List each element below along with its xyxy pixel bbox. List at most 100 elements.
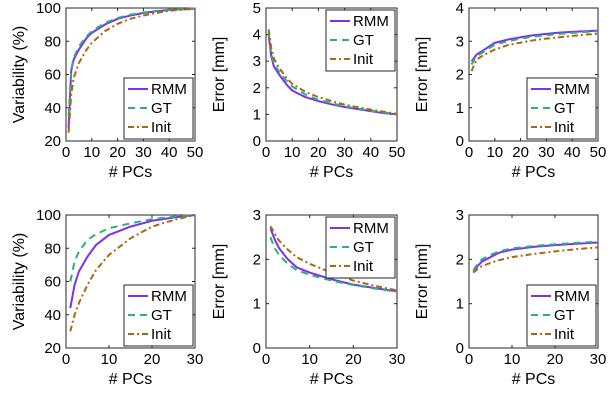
y-tick-label: 60 xyxy=(44,274,61,291)
y-tick-label: 2 xyxy=(253,251,261,268)
x-tick-label: 20 xyxy=(109,144,126,161)
x-tick-label: 20 xyxy=(310,144,327,161)
legend-label-gt: GT xyxy=(554,100,575,117)
series-line-rmm xyxy=(470,29,599,62)
y-tick-label: 80 xyxy=(44,240,61,257)
y-tick-label: 4 xyxy=(456,0,464,17)
y-tick-label: 2 xyxy=(456,67,464,84)
y-tick-label: 0 xyxy=(456,133,464,150)
y-tick-label: 0 xyxy=(253,133,261,150)
series-line-init xyxy=(67,7,196,133)
y-axis-label: Error [mm] xyxy=(211,244,228,320)
x-tick-label: 20 xyxy=(144,351,161,368)
series-line-init xyxy=(267,29,398,115)
y-tick-label: 40 xyxy=(44,307,61,324)
plot-area-frame xyxy=(265,214,398,349)
legend-label-init: Init xyxy=(151,326,172,343)
legend: RMM GT Init xyxy=(325,216,396,279)
series-line-gt xyxy=(69,214,196,282)
y-tick-label: 1 xyxy=(253,106,261,123)
legend-label-init: Init xyxy=(554,326,575,343)
y-tick-label: 2 xyxy=(253,80,261,97)
series-line-init xyxy=(470,32,599,72)
x-tick-label: 30 xyxy=(590,351,607,368)
x-tick-label: 10 xyxy=(504,351,521,368)
y-tick-label: 40 xyxy=(44,100,61,117)
x-tick-label: 30 xyxy=(187,351,204,368)
x-tick-label: 50 xyxy=(590,144,607,161)
y-tick-label: 60 xyxy=(44,67,61,84)
series-line-rmm xyxy=(472,241,599,274)
x-axis-label: # PCs xyxy=(512,164,556,181)
y-tick-label: 20 xyxy=(44,133,61,150)
x-tick-label: 0 xyxy=(465,351,473,368)
legend: RMM GT Init xyxy=(123,284,194,347)
y-axis-label: Error [mm] xyxy=(414,244,431,320)
y-tick-label: 80 xyxy=(44,33,61,50)
x-tick-label: 50 xyxy=(187,144,204,161)
chart-panel-5: 0 10 20 30 0 1 2 3 # PCs Error [mm] RMM GT Init xyxy=(211,207,405,388)
series-line-init xyxy=(472,246,599,274)
y-tick-label: 1 xyxy=(456,100,464,117)
chart-panel-6: 0 10 20 30 0 1 2 3 # PCs Error [mm] RMM GT Init xyxy=(414,207,606,388)
x-tick-label: 30 xyxy=(336,144,353,161)
y-tick-label: 5 xyxy=(253,0,261,17)
x-axis-label: # PCs xyxy=(512,371,556,388)
series-line-rmm xyxy=(267,34,398,116)
x-tick-label: 10 xyxy=(301,351,318,368)
legend-label-rmm: RMM xyxy=(554,288,590,305)
x-axis-label: # PCs xyxy=(109,164,153,181)
y-tick-label: 1 xyxy=(456,296,464,313)
x-tick-label: 20 xyxy=(547,351,564,368)
y-tick-label: 0 xyxy=(456,340,464,357)
chart-panel-2: 0 10 20 30 40 50 0 1 2 3 4 5 # PCs Error [mm] RMM GT Ini… xyxy=(211,0,405,181)
x-tick-label: 30 xyxy=(538,144,555,161)
chart-panel-3: 0 10 20 30 40 50 0 1 2 3 4 # PCs Error [mm] RMM GT Init xyxy=(414,0,606,181)
y-tick-label: 3 xyxy=(253,53,261,70)
legend-label-gt: GT xyxy=(151,307,172,324)
legend-label-init: Init xyxy=(554,119,575,136)
x-tick-label: 40 xyxy=(362,144,379,161)
y-tick-label: 3 xyxy=(253,207,261,224)
y-tick-label: 100 xyxy=(36,0,61,17)
x-tick-label: 10 xyxy=(83,144,100,161)
legend: RMM GT Init xyxy=(325,9,396,72)
y-axis-label: Variability (%) xyxy=(11,26,28,124)
x-tick-label: 0 xyxy=(262,144,270,161)
y-tick-label: 3 xyxy=(456,207,464,224)
legend-label-gt: GT xyxy=(353,239,374,256)
legend: RMM GT Init xyxy=(526,77,597,140)
x-tick-label: 30 xyxy=(389,351,406,368)
series-line-gt xyxy=(267,31,398,116)
chart-panel-1: 0 10 20 30 40 50 20 40 60 80 100 # PCs Variability (… xyxy=(11,0,203,181)
legend-label-gt: GT xyxy=(353,32,374,49)
legend-label-rmm: RMM xyxy=(353,220,389,237)
y-tick-label: 1 xyxy=(253,296,261,313)
legend-label-rmm: RMM xyxy=(353,13,389,30)
x-tick-label: 10 xyxy=(486,144,503,161)
x-tick-label: 30 xyxy=(135,144,152,161)
legend-label-rmm: RMM xyxy=(151,81,187,98)
x-axis-label: # PCs xyxy=(310,371,354,388)
x-tick-label: 0 xyxy=(465,144,473,161)
series-line-init xyxy=(69,214,196,332)
y-tick-label: 4 xyxy=(253,27,261,44)
legend-label-init: Init xyxy=(353,51,374,68)
chart-panel-4: 0 10 20 30 20 40 60 80 100 # PCs Variability (%) RM… xyxy=(11,207,203,388)
y-axis-label: Error [mm] xyxy=(211,37,228,113)
x-tick-label: 10 xyxy=(101,351,118,368)
legend-label-rmm: RMM xyxy=(151,288,187,305)
x-tick-label: 0 xyxy=(262,351,270,368)
legend-label-gt: GT xyxy=(554,307,575,324)
x-tick-label: 0 xyxy=(62,144,70,161)
series-line-gt xyxy=(269,236,398,293)
x-axis-label: # PCs xyxy=(310,164,354,181)
y-tick-label: 20 xyxy=(44,340,61,357)
y-tick-label: 100 xyxy=(36,207,61,224)
series-line-init xyxy=(269,225,398,292)
legend: RMM GT Init xyxy=(526,284,597,347)
x-tick-label: 50 xyxy=(389,144,406,161)
x-axis-label: # PCs xyxy=(109,371,153,388)
y-tick-label: 0 xyxy=(253,340,261,357)
